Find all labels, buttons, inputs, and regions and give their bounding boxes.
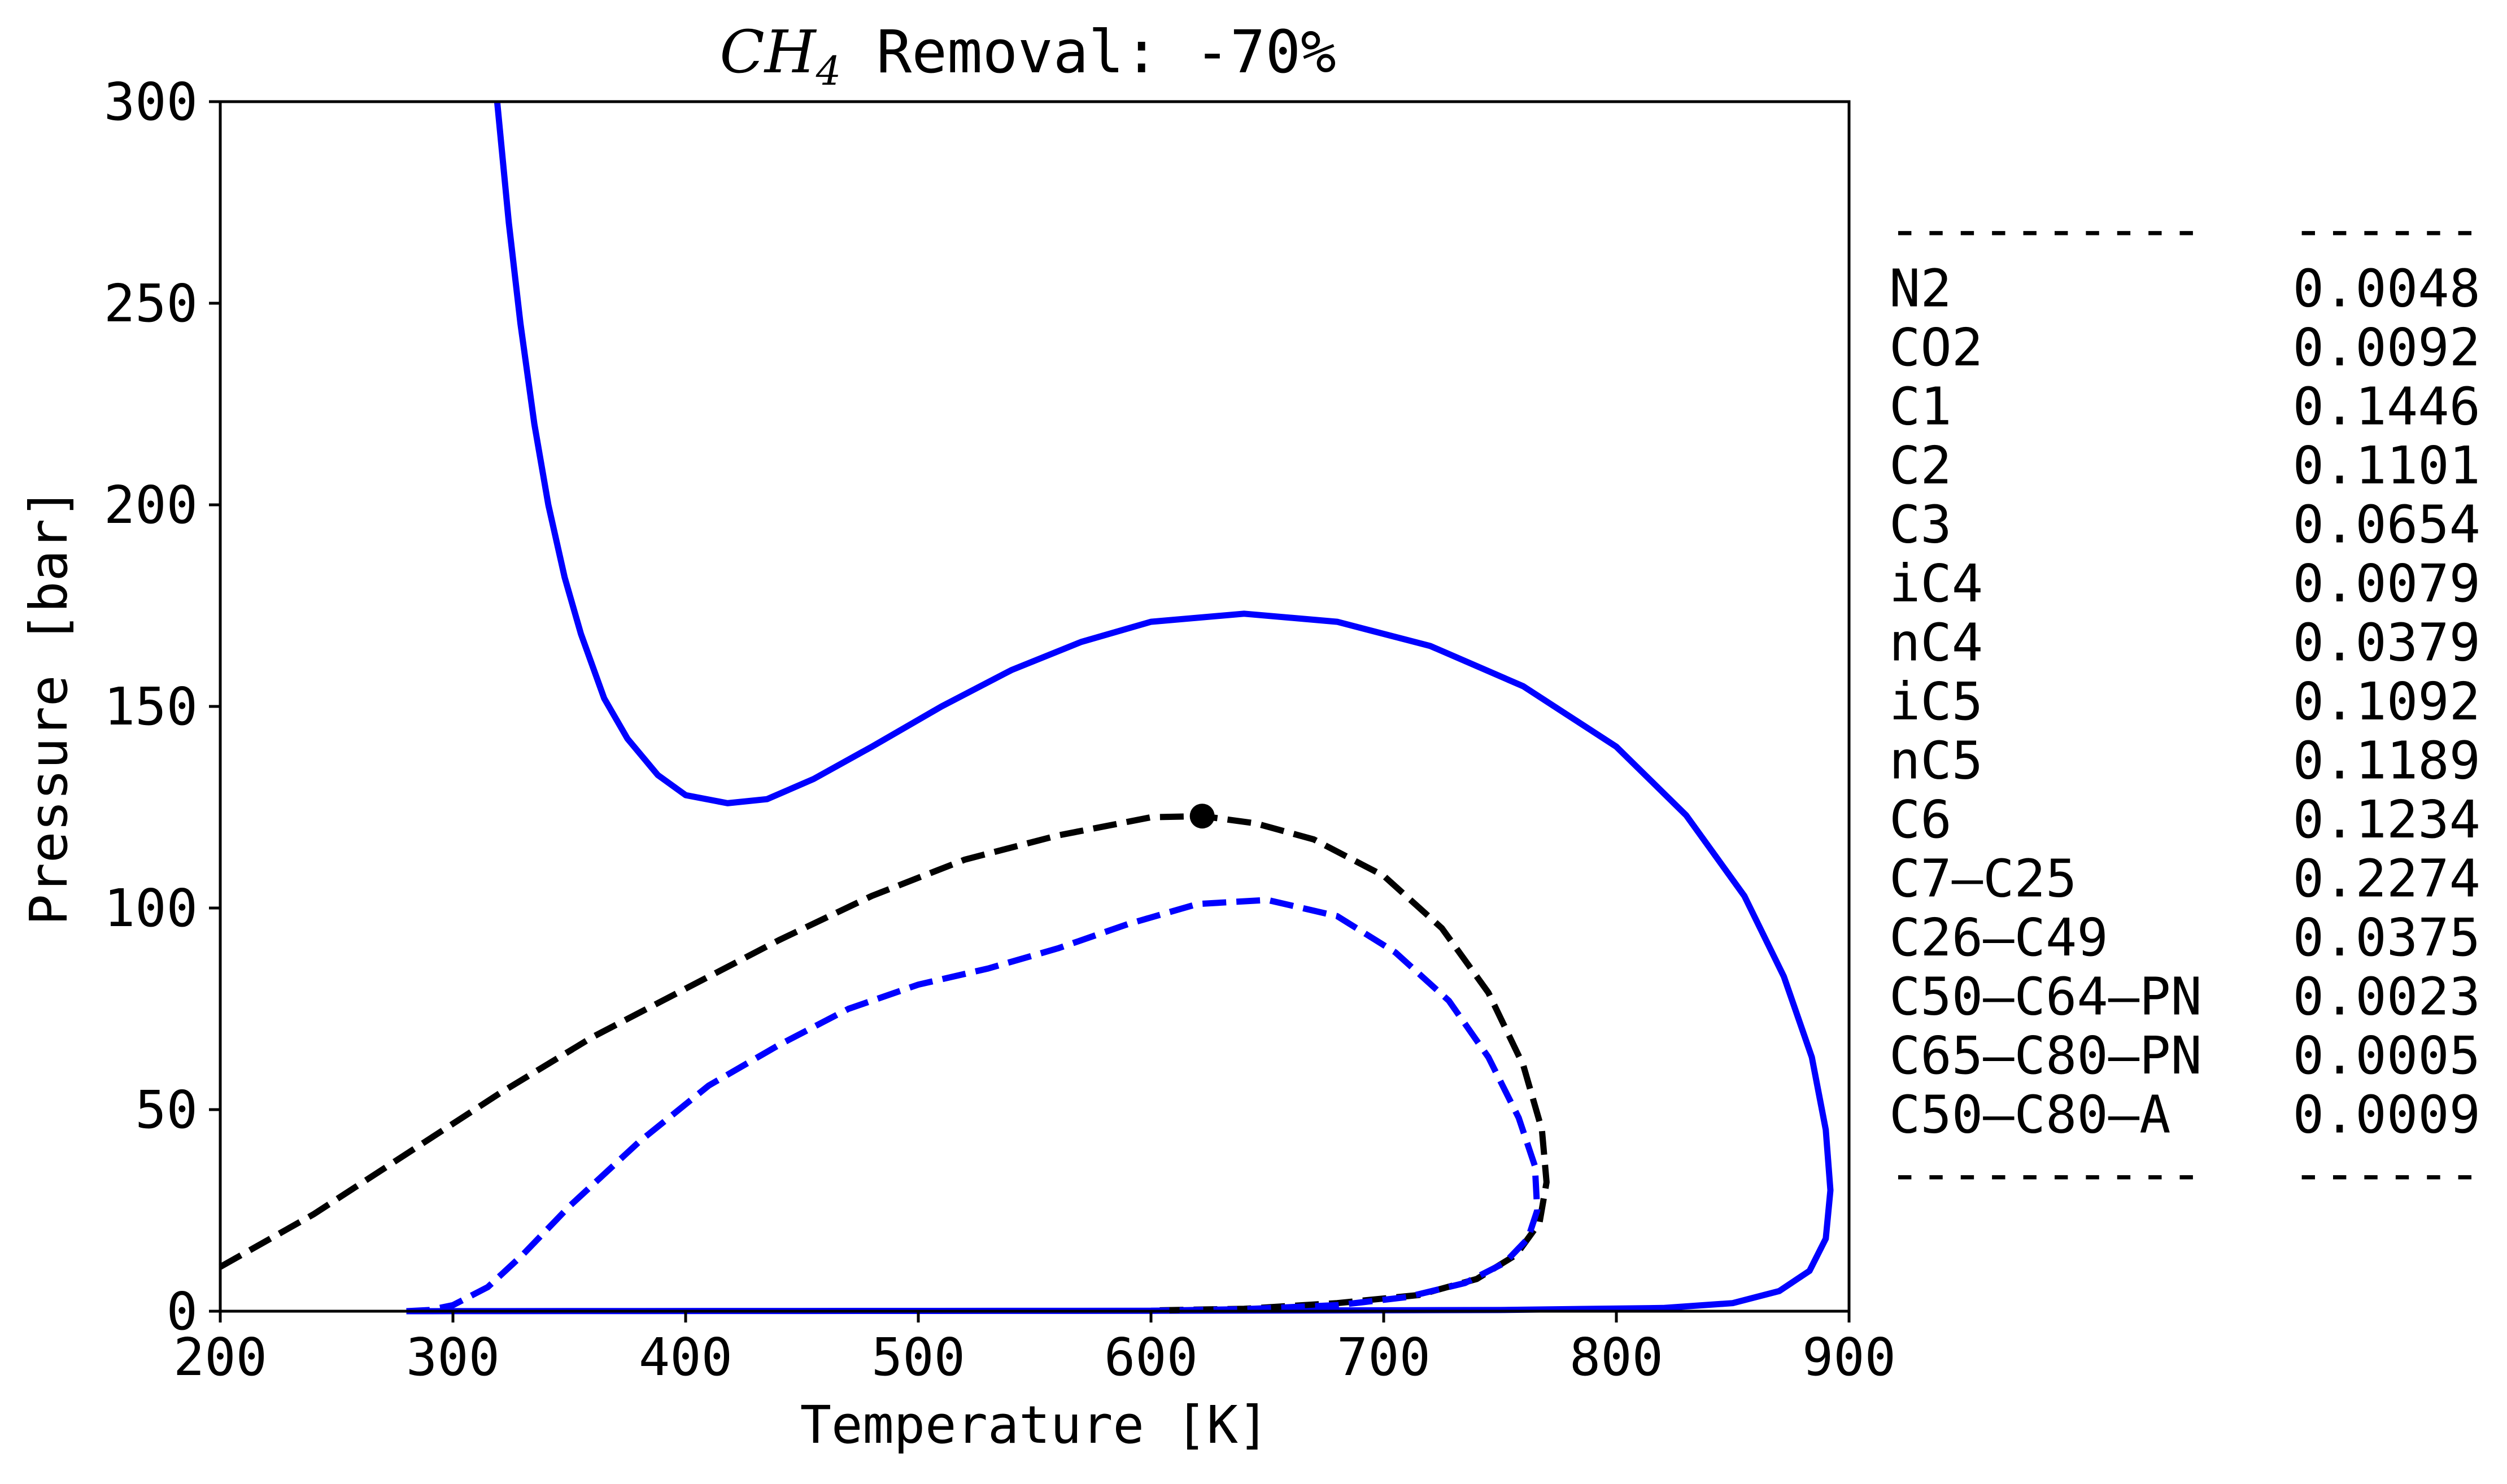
table-row-name: C65–C80–PN bbox=[1889, 1025, 2202, 1086]
x-tick-label: 700 bbox=[1337, 1327, 1431, 1387]
x-tick-label: 500 bbox=[871, 1327, 965, 1387]
table-row-name: C26–C49 bbox=[1889, 907, 2108, 968]
table-row-name: C6 bbox=[1889, 789, 1952, 850]
y-tick-label: 300 bbox=[104, 72, 198, 132]
series-line-2 bbox=[219, 813, 1550, 1314]
x-tick-label: 200 bbox=[173, 1327, 267, 1387]
table-row-name: C3 bbox=[1889, 495, 1952, 555]
table-row-name: N2 bbox=[1889, 259, 1952, 319]
table-row-value: 0.0005 bbox=[2293, 1025, 2480, 1086]
table-row-name: nC4 bbox=[1889, 613, 1983, 673]
curves-group bbox=[219, 101, 1834, 1315]
table-row-name: C2 bbox=[1889, 435, 1952, 496]
table-row-name: C7–C25 bbox=[1889, 849, 2077, 909]
critical-point-group bbox=[1189, 804, 1215, 829]
x-tick-label: 300 bbox=[406, 1327, 500, 1387]
table-separator-bottom-value: ------ bbox=[2293, 1143, 2480, 1204]
y-tick-label: 50 bbox=[135, 1080, 198, 1140]
table-separator-top-value: ------ bbox=[2293, 199, 2480, 260]
table-row-name: C1 bbox=[1889, 377, 1952, 437]
y-tick-label: 0 bbox=[167, 1281, 198, 1342]
series-line-1 bbox=[406, 101, 1834, 1315]
table-row-value: 0.1101 bbox=[2293, 435, 2480, 496]
table-row-value: 0.1446 bbox=[2293, 377, 2480, 437]
table-row-value: 0.0654 bbox=[2293, 495, 2480, 555]
table-row-value: 0.0009 bbox=[2293, 1085, 2480, 1145]
table-row-value: 0.1234 bbox=[2293, 789, 2480, 850]
table-separator-top-name: ---------- bbox=[1889, 199, 2202, 260]
table-row-name: nC5 bbox=[1889, 731, 1983, 791]
table-row-value: 0.0023 bbox=[2293, 967, 2480, 1027]
title-species: CH bbox=[720, 18, 817, 86]
table-row-name: CO2 bbox=[1889, 317, 1983, 378]
critical-point-marker bbox=[1189, 804, 1215, 829]
x-tick-label: 400 bbox=[639, 1327, 733, 1387]
table-row-value: 0.0092 bbox=[2293, 317, 2480, 378]
chart-title: CH4 Removal: -70% bbox=[720, 18, 1336, 94]
y-axis-ticks: 0 50 100 150 200 250 300 bbox=[104, 72, 220, 1342]
table-row-name: C50–C80–A bbox=[1889, 1085, 2171, 1145]
x-tick-label: 800 bbox=[1569, 1327, 1663, 1387]
table-row-name: iC4 bbox=[1889, 553, 1983, 614]
table-row-value: 0.1189 bbox=[2293, 731, 2480, 791]
table-row-name: iC5 bbox=[1889, 671, 1983, 732]
y-tick-label: 200 bbox=[104, 475, 198, 535]
y-tick-label: 150 bbox=[104, 676, 198, 737]
y-tick-label: 250 bbox=[104, 273, 198, 334]
title-species-subscript: 4 bbox=[816, 48, 842, 94]
table-row-value: 0.0048 bbox=[2293, 259, 2480, 319]
table-row-value: 0.0079 bbox=[2293, 553, 2480, 614]
table-row-value: 0.1092 bbox=[2293, 671, 2480, 732]
table-separator-bottom-name: ---------- bbox=[1889, 1143, 2202, 1204]
x-axis-ticks: 200 300 400 500 600 700 800 900 bbox=[173, 1311, 1896, 1387]
table-row-name: C50–C64–PN bbox=[1889, 967, 2202, 1027]
x-axis-label: Temperature [K] bbox=[800, 1395, 1270, 1455]
y-tick-label: 100 bbox=[104, 878, 198, 939]
table-row-value: 0.0379 bbox=[2293, 613, 2480, 673]
y-axis-label: Pressure [bar] bbox=[19, 487, 79, 925]
table-row-value: 0.2274 bbox=[2293, 849, 2480, 909]
x-tick-label: 900 bbox=[1802, 1327, 1896, 1387]
table-row-value: 0.0375 bbox=[2293, 907, 2480, 968]
series-line-3 bbox=[406, 897, 1541, 1315]
x-tick-label: 600 bbox=[1104, 1327, 1198, 1387]
title-rest: Removal: -70% bbox=[841, 18, 1336, 86]
